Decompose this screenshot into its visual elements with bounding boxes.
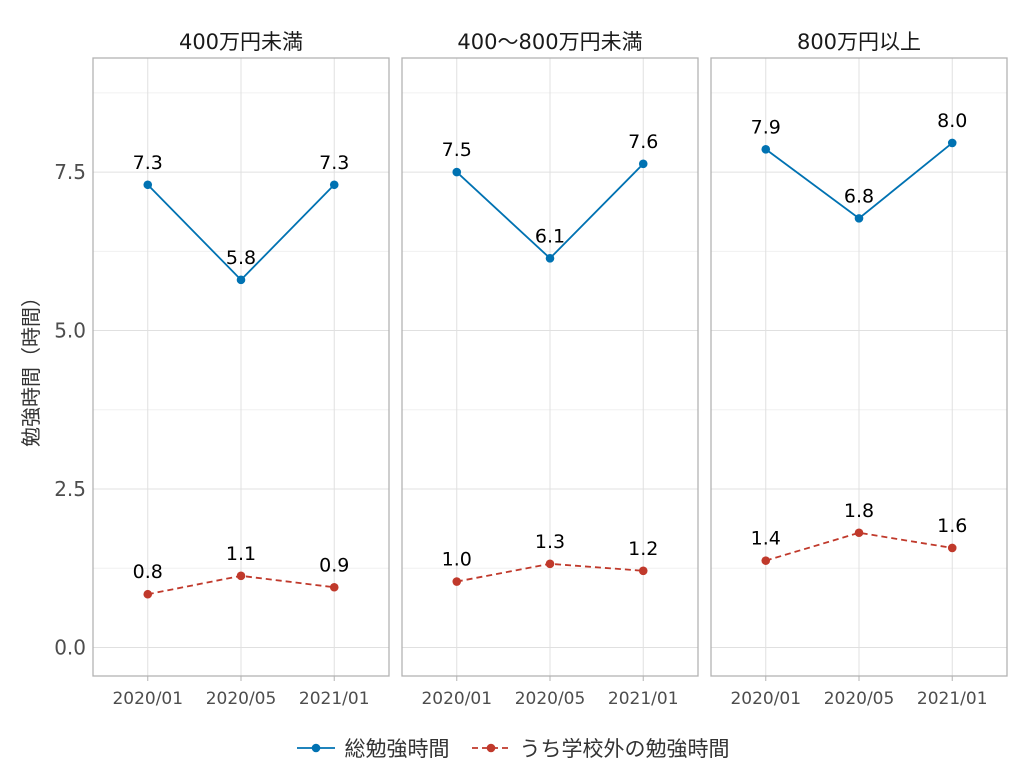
legend-key-point (311, 743, 320, 753)
data-point (329, 582, 339, 592)
data-label: 7.3 (133, 152, 163, 174)
data-label: 7.5 (442, 139, 472, 161)
data-label: 1.1 (226, 543, 256, 565)
legend: 総勉強時間 うち学校外の勉強時間 (0, 730, 1024, 766)
data-label: 7.9 (751, 116, 781, 138)
faceted-line-chart: 勉強時間（時間） 0.0 2.5 5.0 7.5 400万円未満 2020/01 2020/0… (19, 30, 1008, 709)
data-point (947, 138, 957, 148)
data-point (545, 253, 555, 263)
data-label: 1.8 (844, 500, 874, 522)
legend-item: うち学校外の勉強時間 (470, 733, 730, 763)
y-axis-title: 勉強時間（時間） (19, 287, 43, 447)
x-tick-label: 2021/01 (299, 689, 370, 709)
data-point (545, 559, 555, 569)
data-point (329, 180, 339, 190)
y-tick-label: 2.5 (54, 477, 86, 501)
data-label: 1.0 (442, 549, 472, 571)
x-tick-label: 2020/05 (824, 689, 895, 709)
data-point (761, 144, 771, 154)
data-label: 0.9 (319, 554, 349, 576)
data-point (854, 528, 864, 538)
data-label: 1.4 (751, 528, 781, 550)
legend-key (296, 743, 335, 753)
x-tick-label: 2020/05 (206, 689, 277, 709)
data-point (947, 543, 957, 553)
data-point (143, 589, 153, 599)
legend-item: 総勉強時間 (295, 733, 450, 763)
x-tick-label: 2020/01 (730, 689, 801, 709)
panel-title: 400～800万円未満 (457, 30, 642, 54)
data-point (854, 214, 864, 223)
data-point (638, 159, 648, 169)
y-tick-label: 7.5 (54, 160, 86, 184)
data-point (761, 556, 771, 565)
data-label: 8.0 (937, 110, 967, 132)
data-label: 1.3 (535, 531, 565, 553)
legend-key-point (486, 743, 495, 753)
x-tick-label: 2021/01 (917, 689, 988, 709)
y-tick-label: 0.0 (54, 635, 86, 659)
x-tick-label: 2020/01 (421, 689, 492, 709)
panel-title: 400万円未満 (179, 30, 303, 54)
y-tick-label: 5.0 (54, 319, 86, 343)
data-point (143, 180, 153, 190)
legend-label: 総勉強時間 (344, 737, 450, 761)
data-label: 7.3 (319, 152, 349, 174)
data-label: 1.2 (628, 538, 658, 560)
data-label: 6.8 (844, 185, 874, 207)
panel-title: 800万円以上 (797, 30, 921, 54)
data-label: 0.8 (133, 561, 163, 583)
data-label: 1.6 (937, 515, 967, 537)
data-label: 7.6 (628, 131, 658, 153)
x-tick-label: 2020/01 (112, 689, 183, 709)
data-label: 6.1 (535, 225, 565, 247)
data-label: 5.8 (226, 247, 256, 269)
legend-label: うち学校外の勉強時間 (519, 737, 730, 761)
data-point (452, 577, 462, 586)
data-point (452, 167, 462, 177)
x-tick-label: 2020/05 (515, 689, 586, 709)
data-point (638, 566, 648, 576)
data-point (236, 571, 246, 581)
series-line (765, 531, 953, 562)
data-point (236, 275, 246, 285)
legend-key (471, 743, 510, 753)
x-tick-label: 2021/01 (608, 689, 679, 709)
